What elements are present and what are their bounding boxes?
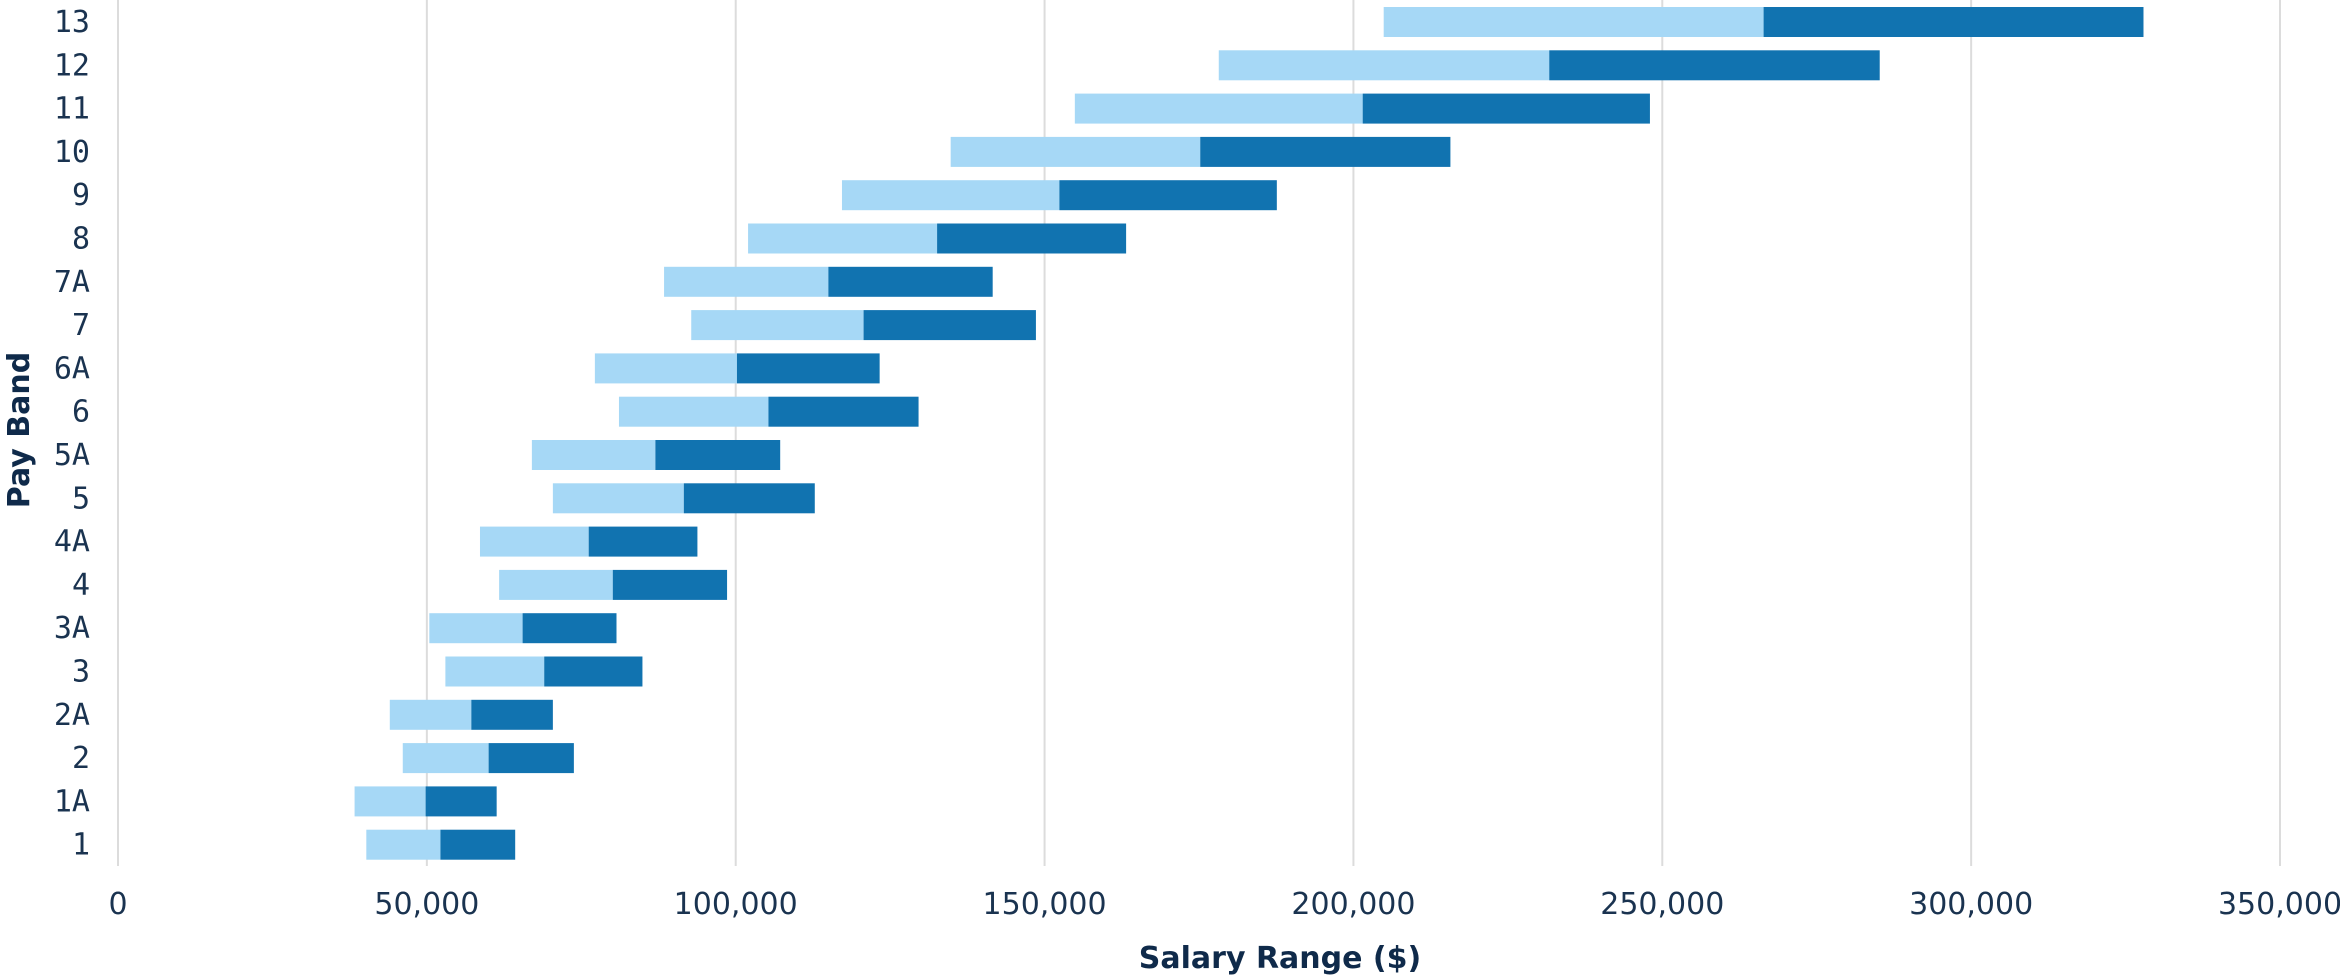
bar-upper-segment (1763, 7, 2144, 37)
bar-upper-segment (683, 483, 815, 514)
y-axis-title: Pay Band (2, 352, 37, 508)
x-tick-labels: 0 50,000 100,000 150,000 200,000 250,000 300,0… (108, 887, 2340, 922)
bar-upper-segment (655, 440, 781, 470)
y-tick-label: 3A (54, 611, 90, 646)
y-tick-label: 7 (72, 308, 90, 343)
bar-lower-segment (691, 310, 864, 341)
y-tick-label: 13 (54, 5, 90, 40)
y-tick-label: 5 (72, 481, 90, 516)
y-tick-label: 7A (54, 265, 90, 300)
bar-upper-segment (522, 613, 617, 644)
bar-upper-segment (588, 526, 698, 557)
bar-lower-segment (748, 223, 938, 254)
x-tick-label: 150,000 (983, 887, 1107, 922)
y-tick-label: 4 (72, 568, 90, 603)
bar-lower-segment (354, 786, 426, 817)
bar-lower-segment (841, 180, 1060, 211)
y-tick-label: 4A (54, 525, 90, 560)
bar-upper-segment (612, 569, 728, 600)
y-tick-label: 1A (54, 784, 90, 819)
bar-upper-segment (828, 266, 993, 297)
x-tick-label: 350,000 (2218, 887, 2340, 922)
bar-upper-segment (1362, 93, 1650, 124)
x-tick-label: 200,000 (1291, 887, 1415, 922)
bars (354, 7, 2144, 860)
y-tick-label: 3 (72, 655, 90, 690)
bar-upper-segment (425, 786, 497, 817)
x-axis-title: Salary Range ($) (1139, 941, 1421, 976)
bar-upper-segment (488, 743, 574, 774)
y-tick-labels: 1 1A 2 2A 3 3A 4 4A 5 5A 6 6A 7 7A 8 9 10 11 12 13 (54, 5, 90, 863)
y-tick-label: 5A (54, 438, 90, 473)
x-tick-label: 50,000 (374, 887, 479, 922)
bar-lower-segment (389, 699, 472, 730)
bar-lower-segment (429, 613, 523, 644)
bar-lower-segment (1383, 7, 1764, 37)
bar-lower-segment (531, 440, 656, 470)
bar-lower-segment (479, 526, 589, 557)
gridlines (117, 0, 2281, 866)
y-tick-label: 12 (54, 48, 90, 83)
bar-upper-segment (440, 829, 516, 860)
bar-upper-segment (863, 310, 1036, 341)
y-tick-label: 2A (54, 698, 90, 733)
y-tick-label: 6 (72, 395, 90, 430)
x-tick-label: 100,000 (674, 887, 798, 922)
bar-lower-segment (402, 743, 489, 774)
bar-lower-segment (664, 266, 829, 297)
bar-upper-segment (1200, 136, 1451, 167)
bar-lower-segment (1218, 50, 1550, 81)
bar-upper-segment (768, 396, 919, 427)
bar-upper-segment (1549, 50, 1880, 81)
bar-lower-segment (366, 829, 441, 860)
bar-lower-segment (552, 483, 684, 514)
bar-lower-segment (445, 656, 545, 687)
bar-upper-segment (937, 223, 1127, 254)
x-tick-label: 300,000 (1909, 887, 2033, 922)
bar-upper-segment (471, 699, 553, 730)
bar-upper-segment (544, 656, 643, 687)
y-tick-label: 6A (54, 351, 90, 386)
y-tick-label: 10 (54, 135, 90, 170)
x-tick-label: 0 (108, 887, 127, 922)
y-tick-label: 8 (72, 222, 90, 257)
y-tick-label: 2 (72, 741, 90, 776)
bar-lower-segment (1074, 93, 1363, 124)
bar-lower-segment (950, 136, 1201, 167)
bar-lower-segment (594, 353, 737, 384)
x-tick-label: 250,000 (1600, 887, 1724, 922)
bar-lower-segment (499, 569, 613, 600)
bar-upper-segment (1059, 180, 1277, 211)
bar-lower-segment (618, 396, 769, 427)
y-tick-label: 1 (72, 828, 90, 863)
y-tick-label: 9 (72, 178, 90, 213)
bar-upper-segment (736, 353, 880, 384)
y-tick-label: 11 (54, 92, 90, 127)
